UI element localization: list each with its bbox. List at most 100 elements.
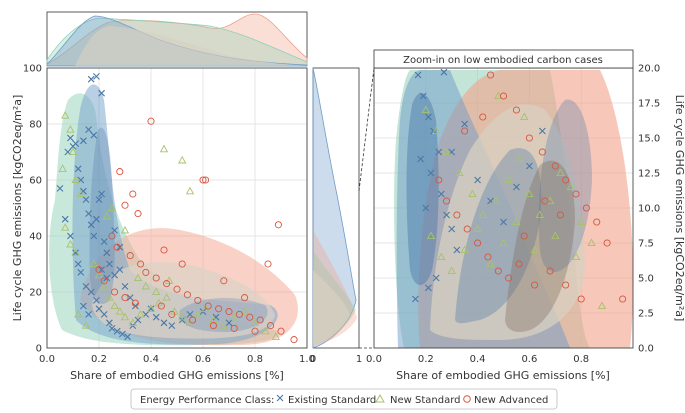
main-point-circle-5 <box>199 176 207 184</box>
main-point-triangle-40 <box>74 309 83 318</box>
main-point-x-57 <box>116 243 124 251</box>
main-point-circle-18 <box>194 296 202 304</box>
main-point-circle-23 <box>246 313 254 321</box>
main-point-x-49 <box>116 266 124 273</box>
main-point-x-54 <box>67 232 74 240</box>
zoom-x-axis-label: Share of embodied GHG emissions [%] <box>396 369 610 382</box>
main-point-circle-33 <box>157 302 165 310</box>
zoom-point-triangle-28 <box>520 112 529 121</box>
zoom-point-triangle-18 <box>437 252 446 261</box>
main-point-x-7 <box>80 187 87 195</box>
main-point-x-34 <box>124 333 131 341</box>
main-point-circle-30 <box>111 288 119 296</box>
zoom-point-circle-12 <box>435 176 443 184</box>
main-point-x-53 <box>72 249 79 257</box>
main-point-triangle-16 <box>94 270 104 279</box>
zoom-point-x-10 <box>453 246 461 254</box>
main-point-triangle-30 <box>193 309 202 318</box>
legend-title: Energy Performance Class: <box>140 395 274 406</box>
right-marginal-tick-0: 0 <box>310 354 316 365</box>
zoom-point-triangle-2 <box>442 147 451 156</box>
legend-item-new-advanced: New Advanced <box>463 395 548 406</box>
main-y-axis-label: Life cycle GHG emissions [kgCO2eq/m²a] <box>11 95 24 322</box>
main-point-triangle-2 <box>68 147 78 156</box>
legend-label-new-standard: New Standard <box>390 395 460 406</box>
zoom-point-circle-4 <box>538 148 546 156</box>
zoom-point-circle-20 <box>515 260 523 268</box>
main-point-triangle-31 <box>201 304 210 312</box>
zoom-point-triangle-5 <box>478 210 487 219</box>
main-point-x-39 <box>152 313 160 321</box>
main-point-x-10 <box>87 221 95 229</box>
main-point-circle-10 <box>113 243 121 251</box>
main-plot: 0.0 0.2 0.4 0.6 0.8 1.0 0 20 40 60 80 100 Share of… <box>11 64 315 383</box>
main-point-triangle-11 <box>120 225 130 234</box>
main-point-x-29 <box>100 311 108 318</box>
main-point-x-21 <box>90 131 98 139</box>
zoom-xtick-label-4: 0.8 <box>573 354 589 365</box>
zoom-point-circle-16 <box>474 239 482 247</box>
zoom-point-triangle-1 <box>432 126 441 135</box>
zoom-ytick-label-0: 0.0 <box>638 344 654 355</box>
zoom-density-core-existing-right <box>538 99 592 272</box>
main-point-x-61 <box>98 266 105 273</box>
main-xtick-label-3: 0.6 <box>195 354 211 365</box>
main-point-triangle-20 <box>115 307 124 315</box>
main-xtick-label-5: 1.0 <box>299 354 315 365</box>
zoom-point-triangle-15 <box>587 238 596 247</box>
main-point-circle-26 <box>277 327 285 335</box>
main-point-x-15 <box>100 238 108 245</box>
main-point-circle-28 <box>95 266 103 274</box>
main-point-x-31 <box>108 325 116 332</box>
main-point-x-48 <box>111 271 118 279</box>
legend-label-existing-standard: Existing Standard <box>288 395 376 406</box>
main-point-circle-17 <box>183 291 191 299</box>
main-point-triangle-41 <box>133 273 143 282</box>
zoom-density-neutral <box>430 104 585 340</box>
main-point-triangle-1 <box>66 125 75 133</box>
main-point-x-22 <box>80 137 87 145</box>
main-point-x-19 <box>98 89 105 97</box>
zoom-point-x-6 <box>427 169 435 177</box>
legend: Energy Performance Class: Existing Stand… <box>130 388 558 410</box>
zoom-point-x-15 <box>461 120 469 128</box>
main-xtick-label-0: 0.0 <box>39 354 55 365</box>
zoom-point-circle-28 <box>556 211 565 219</box>
main-point-x-47 <box>106 260 113 268</box>
zoom-point-circle-18 <box>494 267 502 275</box>
main-point-triangle-15 <box>89 259 98 268</box>
main-point-circle-36 <box>209 322 217 330</box>
main-point-x-45 <box>212 313 220 321</box>
main-point-circle-9 <box>108 232 116 240</box>
main-point-circle-0 <box>147 117 155 125</box>
main-point-x-55 <box>61 215 69 223</box>
zoom-point-triangle-8 <box>514 154 524 163</box>
main-point-triangle-36 <box>250 318 260 326</box>
zoom-point-circle-3 <box>525 134 533 142</box>
zoom-point-x-18 <box>500 218 507 226</box>
zoom-point-circle-29 <box>520 232 528 240</box>
zoom-point-x-5 <box>417 155 425 163</box>
top-marginal-plot <box>46 11 308 67</box>
main-point-circle-42 <box>241 294 249 302</box>
main-ytick-label-4: 80 <box>29 120 42 131</box>
main-point-circle-31 <box>121 294 129 302</box>
main-point-circle-32 <box>131 299 139 307</box>
main-point-x-9 <box>85 210 92 217</box>
zoom-point-x-8 <box>443 211 450 219</box>
main-point-circle-21 <box>225 308 233 316</box>
main-point-triangle-33 <box>219 321 228 329</box>
main-point-triangle-26 <box>162 293 171 301</box>
main-point-x-40 <box>160 319 168 327</box>
main-xticks: 0.0 0.2 0.4 0.6 0.8 1.0 <box>39 354 315 365</box>
legend-box <box>130 388 558 410</box>
main-point-triangle-37 <box>261 326 270 335</box>
legend-marker-circle <box>463 395 471 403</box>
zoom-point-circle-1 <box>499 92 508 100</box>
zoom-point-circle-22 <box>546 267 554 275</box>
zoom-title-box <box>373 49 634 69</box>
zoom-point-x-19 <box>513 183 520 191</box>
main-point-triangle-14 <box>185 186 195 195</box>
main-density-regions <box>49 84 298 346</box>
